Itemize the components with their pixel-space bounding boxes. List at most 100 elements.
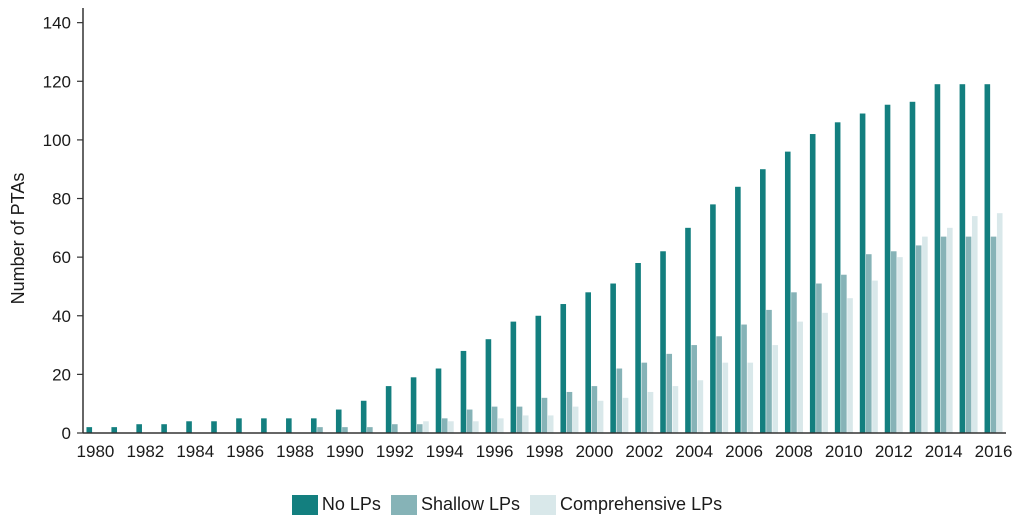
bar-shallow-lps-1995 <box>466 409 473 433</box>
bar-no-lps-2001 <box>610 283 616 433</box>
legend: No LPs Shallow LPs Comprehensive LPs <box>0 494 1014 515</box>
bar-comprehensive-lps-2001 <box>622 397 629 433</box>
bar-comprehensive-lps-1998 <box>547 415 554 433</box>
x-tick-label: 1984 <box>176 442 214 461</box>
bar-shallow-lps-2016 <box>990 236 997 433</box>
bar-shallow-lps-1998 <box>541 397 548 433</box>
legend-item-shallow-lps: Shallow LPs <box>390 494 520 515</box>
bar-no-lps-1985 <box>211 421 217 433</box>
bar-shallow-lps-2015 <box>965 236 972 433</box>
bar-no-lps-1989 <box>310 418 317 433</box>
bar-no-lps-2014 <box>934 84 941 433</box>
bar-no-lps-2000 <box>585 292 591 433</box>
legend-label-comprehensive-lps: Comprehensive LPs <box>560 494 723 514</box>
bar-shallow-lps-2011 <box>865 254 872 433</box>
bar-no-lps-2004 <box>685 227 691 433</box>
bar-shallow-lps-2010 <box>841 274 847 433</box>
x-tick-label: 2006 <box>725 442 763 461</box>
legend-label-shallow-lps: Shallow LPs <box>420 494 520 514</box>
bar-no-lps-1992 <box>385 386 392 433</box>
y-tick-label: 80 <box>52 190 71 209</box>
bar-no-lps-2002 <box>635 263 641 433</box>
bar-no-lps-2013 <box>909 101 916 434</box>
bar-comprehensive-lps-2015 <box>971 216 978 433</box>
x-tick-label: 2012 <box>875 442 913 461</box>
y-tick-label: 20 <box>52 365 71 384</box>
x-tick-label: 2008 <box>775 442 813 461</box>
bar-comprehensive-lps-2000 <box>597 400 604 433</box>
bar-shallow-lps-1992 <box>392 424 398 433</box>
bar-comprehensive-lps-2007 <box>772 345 779 433</box>
bar-comprehensive-lps-2013 <box>922 236 928 433</box>
bar-comprehensive-lps-1997 <box>522 415 529 433</box>
bar-no-lps-1986 <box>236 418 242 433</box>
bar-comprehensive-lps-1993 <box>423 421 429 433</box>
bar-no-lps-1981 <box>111 427 118 433</box>
bar-no-lps-1991 <box>360 400 367 433</box>
x-tick-label: 2000 <box>575 442 613 461</box>
bar-no-lps-2008 <box>784 151 791 433</box>
x-tick-label: 2010 <box>825 442 863 461</box>
bar-comprehensive-lps-2005 <box>722 362 729 433</box>
legend-swatch-comprehensive-lps <box>530 494 556 515</box>
x-tick-label: 2002 <box>625 442 663 461</box>
bar-no-lps-1982 <box>136 424 142 433</box>
bar-shallow-lps-1990 <box>342 427 348 433</box>
bar-no-lps-2016 <box>984 84 991 433</box>
bar-no-lps-1995 <box>460 350 467 433</box>
bar-comprehensive-lps-1995 <box>473 421 479 433</box>
bar-shallow-lps-2007 <box>766 309 772 433</box>
bar-shallow-lps-2003 <box>666 353 673 433</box>
bar-no-lps-1996 <box>485 339 492 433</box>
bar-comprehensive-lps-2012 <box>897 257 903 433</box>
bar-shallow-lps-1989 <box>317 427 323 433</box>
bar-shallow-lps-1997 <box>516 406 523 433</box>
bar-shallow-lps-2005 <box>716 336 722 433</box>
bar-comprehensive-lps-2011 <box>872 280 878 433</box>
x-tick-label: 1994 <box>426 442 464 461</box>
legend-item-comprehensive-lps: Comprehensive LPs <box>530 494 722 515</box>
y-tick-label: 60 <box>52 248 71 267</box>
bar-shallow-lps-1996 <box>491 406 498 433</box>
bar-comprehensive-lps-2002 <box>647 391 654 433</box>
bar-comprehensive-lps-1996 <box>498 418 504 433</box>
y-tick-label: 40 <box>52 307 71 326</box>
bar-shallow-lps-2002 <box>641 362 648 433</box>
bar-no-lps-1983 <box>161 424 167 433</box>
legend-item-no-lps: No LPs <box>291 494 381 515</box>
bar-shallow-lps-2006 <box>741 324 747 433</box>
bar-no-lps-1994 <box>435 368 442 433</box>
y-tick-label: 120 <box>43 72 71 91</box>
legend-swatch-no-lps <box>291 494 318 515</box>
bar-comprehensive-lps-2008 <box>797 321 803 433</box>
bar-no-lps-2009 <box>809 134 816 433</box>
bar-shallow-lps-2013 <box>915 245 922 433</box>
bar-shallow-lps-1994 <box>441 418 448 433</box>
bar-no-lps-1980 <box>86 427 93 433</box>
bar-no-lps-2005 <box>710 204 716 433</box>
bar-comprehensive-lps-2014 <box>947 227 953 433</box>
x-tick-label: 1998 <box>526 442 564 461</box>
x-tick-label: 1992 <box>376 442 414 461</box>
y-tick-label: 140 <box>43 14 71 33</box>
x-tick-label: 2016 <box>975 442 1013 461</box>
bar-no-lps-1984 <box>186 421 192 433</box>
bar-shallow-lps-2001 <box>616 368 623 433</box>
bar-no-lps-2010 <box>834 122 841 433</box>
bar-no-lps-2007 <box>760 169 766 433</box>
bar-no-lps-1997 <box>510 321 517 433</box>
x-tick-label: 1996 <box>476 442 514 461</box>
x-tick-label: 2014 <box>925 442 963 461</box>
bar-shallow-lps-2014 <box>940 236 947 433</box>
bar-shallow-lps-2000 <box>591 386 598 433</box>
x-tick-label: 1986 <box>226 442 264 461</box>
bar-no-lps-1999 <box>560 304 567 433</box>
bar-no-lps-1988 <box>286 418 292 433</box>
x-tick-label: 1980 <box>77 442 115 461</box>
bar-no-lps-2012 <box>884 104 891 434</box>
bar-comprehensive-lps-2004 <box>697 380 704 433</box>
bar-shallow-lps-1993 <box>416 424 423 433</box>
y-tick-label: 100 <box>43 131 71 150</box>
bar-chart: 0 20 40 60 80 100 120 140 1980 1982 1984 1986 1988 1… <box>8 8 1013 461</box>
y-axis-title: Number of PTAs <box>8 173 28 305</box>
